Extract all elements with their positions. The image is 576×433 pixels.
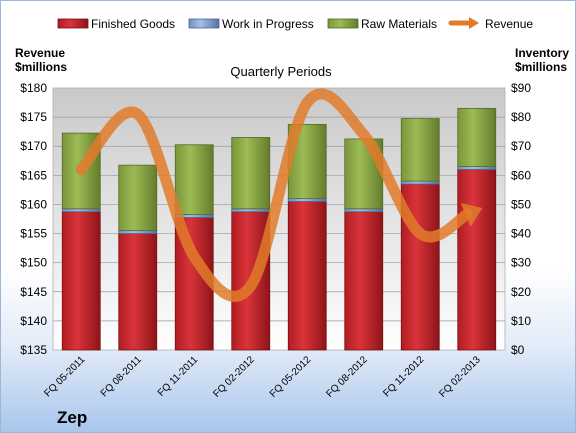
left-tick-label: $145 [20,285,47,299]
bar-work-in-progress [400,180,440,185]
right-tick-label: $0 [511,343,525,357]
bar-finished-goods [61,211,101,351]
category-label: FQ 05-2011 [42,354,87,399]
left-tick-label: $170 [20,139,47,153]
bar-raw-materials [118,164,158,232]
right-axis-title-line2: $millions [515,60,567,74]
category-label: FQ 02-2012 [211,354,257,400]
bar-work-in-progress [457,166,497,170]
bar-finished-goods [287,201,327,351]
revenue-arrowhead [460,202,483,227]
bar-work-in-progress [118,230,158,234]
category-label: FQ 08-2011 [99,354,144,399]
left-axis-title-line1: Revenue [15,46,65,60]
left-tick-label: $160 [20,197,47,211]
legend-swatch-raw-materials [327,18,359,29]
left-tick-label: $150 [20,256,47,270]
right-tick-label: $10 [511,314,531,328]
left-tick-label: $165 [20,168,47,182]
legend-label-revenue: Revenue [485,17,533,31]
bar-raw-materials [174,144,214,216]
left-tick-label: $135 [20,343,47,357]
left-tick-label: $140 [20,314,47,328]
right-tick-label: $40 [511,227,531,241]
right-tick-label: $20 [511,285,531,299]
revenue-line [75,88,474,302]
chart-title: Quarterly Periods [230,64,332,79]
right-tick-label: $30 [511,256,531,270]
legend-swatch-work-in-progress [188,18,220,29]
right-axis-title-line1: Inventory [515,46,569,60]
legend: Finished Goods Work in Progress Raw Mate… [57,17,533,31]
legend-label-raw-materials: Raw Materials [361,17,437,31]
legend-label-work-in-progress: Work in Progress [222,17,314,31]
legend-label-finished-goods: Finished Goods [91,17,175,31]
bar-finished-goods [344,211,384,351]
category-label: FQ 02-2013 [437,354,483,400]
category-label: FQ 11-2011 [156,354,201,399]
category-label: FQ 08-2012 [324,354,370,400]
bar-work-in-progress [61,208,101,213]
bar-raw-materials [231,137,271,210]
legend-arrowhead-revenue [469,17,479,29]
bar-work-in-progress [344,208,384,213]
bar-raw-materials [400,118,440,182]
bar-finished-goods [118,233,158,351]
left-tick-label: $155 [20,227,47,241]
left-tick-label: $180 [20,81,47,95]
right-tick-label: $70 [511,139,531,153]
right-tick-label: $60 [511,168,531,182]
bar-finished-goods [457,169,497,351]
right-tick-label: $50 [511,197,531,211]
bar-raw-materials [457,107,497,167]
left-tick-label: $175 [20,110,47,124]
category-label: FQ 11-2012 [381,354,426,399]
legend-swatch-finished-goods [57,18,89,29]
right-tick-label: $80 [511,110,531,124]
company-name: Zep [57,408,87,427]
right-tick-label: $90 [511,81,531,95]
category-label: FQ 05-2012 [268,354,314,400]
left-axis-title-line2: $millions [15,60,67,74]
bar-work-in-progress [287,198,327,202]
bar-work-in-progress [231,208,271,213]
